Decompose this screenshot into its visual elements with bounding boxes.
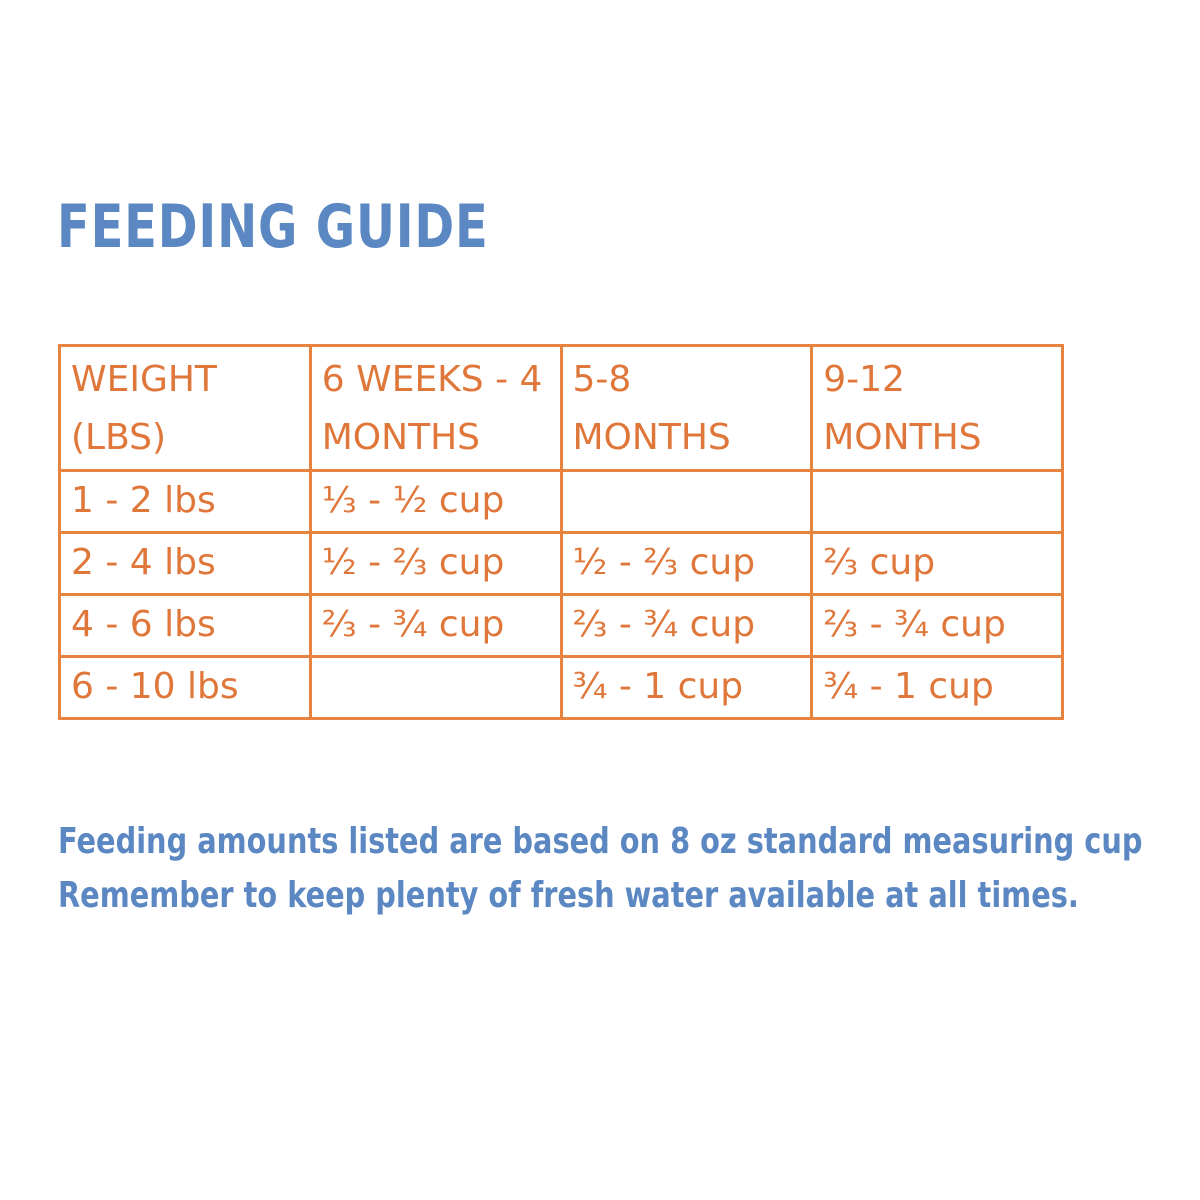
table-cell: ⅔ cup [810,531,1064,596]
header-line: MONTHS [321,417,480,458]
table-cell: ¾ - 1 cup [559,655,814,720]
header-line: MONTHS [823,417,982,458]
header-line: 6 WEEKS - 4 [321,359,543,400]
page-title: FEEDING GUIDE [57,192,489,262]
table-cell: ⅓ - ½ cup [308,469,563,534]
feeding-guide-table: WEIGHT (LBS) 6 WEEKS - 4 MONTHS 5-8 MONT… [58,344,1064,720]
header-line: 5-8 [572,359,632,400]
table-cell: ¾ - 1 cup [810,655,1064,720]
table-cell-weight: 1 - 2 lbs [58,469,312,534]
header-line: MONTHS [572,417,731,458]
table-row: 1 - 2 lbs ⅓ - ½ cup [58,469,1064,534]
note-fresh-water: Remember to keep plenty of fresh water a… [58,875,1079,916]
table-cell: ½ - ⅔ cup [308,531,563,596]
table-header-row: WEIGHT (LBS) 6 WEEKS - 4 MONTHS 5-8 MONT… [58,344,1064,472]
column-header-5-8-months: 5-8 MONTHS [559,344,814,472]
table-row: 2 - 4 lbs ½ - ⅔ cup ½ - ⅔ cup ⅔ cup [58,531,1064,596]
column-header-9-12-months: 9-12 MONTHS [810,344,1064,472]
table-cell-weight: 6 - 10 lbs [58,655,312,720]
feeding-notes: Feeding amounts listed are based on 8 oz… [58,815,1143,923]
table-row: 4 - 6 lbs ⅔ - ¾ cup ⅔ - ¾ cup ⅔ - ¾ cup [58,593,1064,658]
header-line: 9-12 [823,359,905,400]
table-cell [559,469,814,534]
column-header-weight: WEIGHT (LBS) [58,344,312,472]
table-cell [810,469,1064,534]
column-header-6weeks-4months: 6 WEEKS - 4 MONTHS [308,344,563,472]
note-measuring-cup: Feeding amounts listed are based on 8 oz… [58,821,1143,862]
table-cell: ⅔ - ¾ cup [559,593,814,658]
table-cell: ⅔ - ¾ cup [810,593,1064,658]
header-line: WEIGHT [71,359,217,400]
table-cell-weight: 2 - 4 lbs [58,531,312,596]
table-cell-weight: 4 - 6 lbs [58,593,312,658]
table-cell [308,655,563,720]
table-cell: ½ - ⅔ cup [559,531,814,596]
header-line: (LBS) [71,417,167,458]
table-row: 6 - 10 lbs ¾ - 1 cup ¾ - 1 cup [58,655,1064,720]
table-cell: ⅔ - ¾ cup [308,593,563,658]
